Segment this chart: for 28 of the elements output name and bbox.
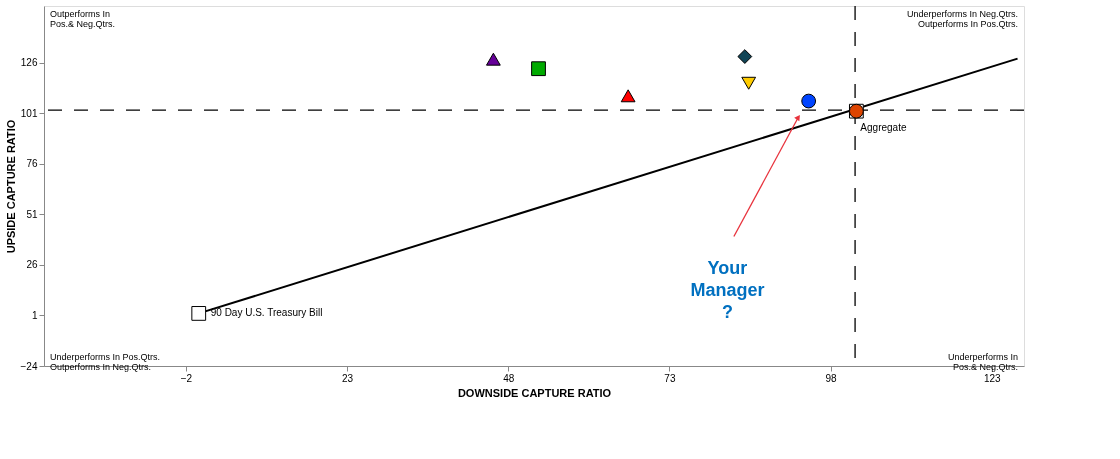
x-tick-label: 73 bbox=[664, 372, 676, 384]
x-tick-label: 23 bbox=[341, 372, 354, 384]
y-tick-label: 76 bbox=[26, 158, 38, 170]
point bbox=[191, 306, 207, 321]
y-tick-label: 1 bbox=[31, 309, 38, 321]
annotation: Underperforms In Neg.Qtrs. Outperforms In Pos.Qtrs. bbox=[906, 9, 1018, 29]
annotation: Underperforms In Pos.Qtrs. Outperforms In Neg.Qtrs. bbox=[50, 352, 161, 372]
x-tick-label: 48 bbox=[503, 372, 515, 384]
annotation: Underperforms In Pos.& Neg.Qtrs. bbox=[947, 352, 1018, 372]
annotation: Outperforms In Pos.& Neg.Qtrs. bbox=[50, 9, 116, 29]
annotation: Your Manager ? bbox=[690, 257, 765, 322]
x-tick-label: 123 bbox=[983, 372, 1002, 384]
y-tick-label: 26 bbox=[26, 259, 38, 271]
annotation: Aggregate bbox=[860, 122, 907, 134]
y-tick-label: 101 bbox=[20, 107, 38, 119]
x-tick-label: −2 bbox=[180, 372, 193, 384]
y-tick-label: 51 bbox=[26, 208, 38, 220]
y-tick-label: −24 bbox=[20, 360, 38, 372]
point bbox=[620, 89, 636, 103]
point bbox=[741, 76, 757, 90]
point bbox=[485, 52, 501, 66]
point bbox=[801, 93, 817, 109]
point bbox=[737, 49, 753, 64]
x-tick-label: 98 bbox=[825, 372, 838, 384]
y-axis-title: UPSIDE CAPTURE RATIO bbox=[4, 119, 17, 254]
x-axis-title: DOWNSIDE CAPTURE RATIO bbox=[457, 386, 612, 399]
y-tick-label: 126 bbox=[20, 57, 38, 69]
point bbox=[531, 61, 546, 77]
